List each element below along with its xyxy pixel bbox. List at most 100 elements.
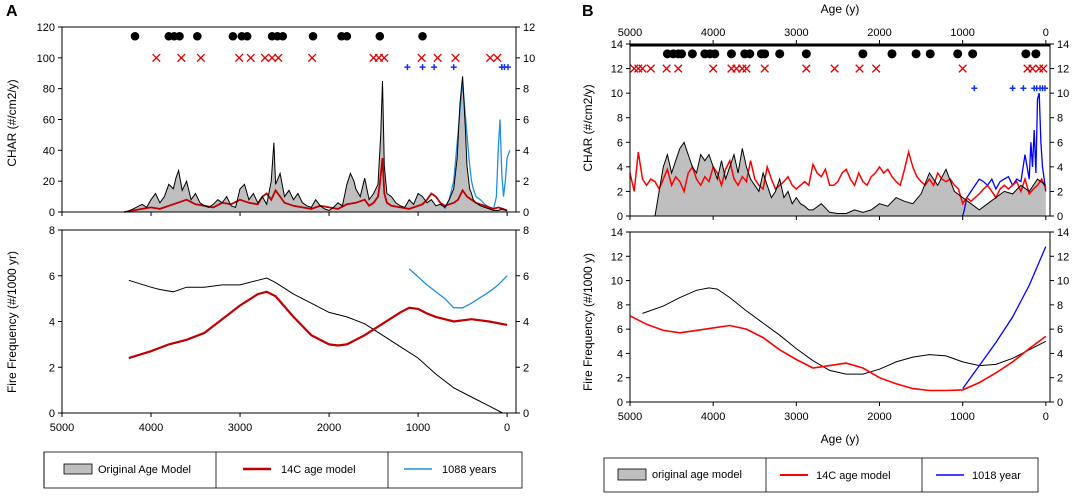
a-red-event-marker <box>307 53 317 63</box>
legend-swatch-original <box>63 463 93 475</box>
a-red-event-marker <box>493 53 502 63</box>
a-red-event-marker <box>433 53 442 63</box>
panel-b-ff-chart: Fire Frequency (#/1000 y) 0 2 4 6 8 10 12 14 0 2 4… <box>581 227 1069 423</box>
b-char-ytick-label: 4 <box>617 162 623 174</box>
b-char-ytick-label: 12 <box>611 64 623 76</box>
b-top-xtick-label: 4000 <box>701 27 725 39</box>
a-red-event-marker <box>417 53 426 63</box>
panel-b-char-chart: CHAR (#/cm2/y) 0246810121402468101214500… <box>581 27 1069 223</box>
b-red-event-marker <box>646 64 656 73</box>
b-char-right-ytick-label: 10 <box>1057 88 1069 100</box>
panel-a-char-chart: CHAR (#/cm2/y) 0 20 40 60 80 100 120 0 2 4 6 8 10 12 <box>5 22 535 219</box>
b-red-event-marker <box>629 64 639 73</box>
b-top-xtick-label: 2000 <box>867 27 891 39</box>
b-ff-ytick-label: 10 <box>611 276 623 288</box>
a-red-event-marker <box>234 53 244 63</box>
a-ff-xtick-label: 4000 <box>139 422 163 434</box>
panel-a-char-ylabel: CHAR (#/cm2/y) <box>5 79 19 166</box>
b-top-xtick-label: 1000 <box>950 27 974 39</box>
b-char-right-ytick-label: 4 <box>1057 162 1063 174</box>
a-char-ytick-label: 100 <box>37 53 55 65</box>
b-black-event-marker <box>745 49 755 59</box>
b-black-event-marker <box>801 49 811 59</box>
a-ff-line-original <box>128 277 503 414</box>
panel-b-top-xlabel: Age (y) <box>821 2 860 16</box>
panel-a-ff-ylabel: Fire Frequency (#/1000 yr) <box>5 251 19 393</box>
a-char-ytick-label: 40 <box>43 145 55 157</box>
b-char-ytick-label: 10 <box>611 88 623 100</box>
b-top-xtick-label: 0 <box>1043 27 1049 39</box>
a-char-ytick-label: 0 <box>49 207 55 219</box>
a-red-event-marker <box>152 53 161 63</box>
a-red-event-marker <box>485 53 495 63</box>
a-black-event-marker <box>130 31 140 41</box>
a-char-right-ytick-label: 0 <box>523 207 529 219</box>
b-ff-ytick-label: 4 <box>617 348 623 360</box>
b-red-event-marker <box>1034 64 1044 73</box>
a-ff-right-ytick-label: 8 <box>523 225 529 237</box>
a-ff-right-ytick-label: 4 <box>523 317 529 329</box>
b-red-event-marker <box>638 64 647 73</box>
a-ff-line-1088 <box>408 268 508 309</box>
panel-b-bottom-xlabel: Age (y) <box>821 432 860 446</box>
panel-a-ff-chart: Fire Frequency (#/1000 yr) 0 2 4 6 8 0 2 4 6 8 500… <box>5 225 529 434</box>
a-red-event-marker <box>274 53 283 63</box>
b-ff-right-ytick-label: 4 <box>1057 348 1063 360</box>
a-char-right-ytick-label: 4 <box>523 145 529 157</box>
b-black-event-marker <box>710 49 720 59</box>
a-red-event-marker <box>379 53 389 63</box>
b-top-xtick-label: 5000 <box>618 27 642 39</box>
b-black-event-marker <box>1031 49 1041 59</box>
legend-label-1088: 1088 years <box>442 464 497 476</box>
b-ff-right-ytick-label: 0 <box>1057 397 1063 409</box>
a-char-area-original <box>126 76 508 212</box>
b-char-area-original <box>646 142 1046 216</box>
b-red-event-marker <box>760 64 769 73</box>
b-ff-xtick-label: 3000 <box>784 411 808 423</box>
b-black-event-marker <box>887 49 897 59</box>
b-red-event-marker <box>708 64 718 73</box>
a-black-event-marker <box>193 31 202 41</box>
b-ff-ytick-label: 14 <box>611 227 623 239</box>
b-top-xtick-label: 3000 <box>784 27 808 39</box>
b-red-event-marker <box>871 64 881 73</box>
a-black-event-marker <box>418 31 427 41</box>
b-ff-line-original <box>642 287 1047 375</box>
a-black-event-marker <box>278 31 288 41</box>
b-red-event-marker <box>634 64 643 73</box>
a-blue-event-marker <box>450 64 457 71</box>
a-ff-xtick-label: 3000 <box>228 422 252 434</box>
a-red-event-marker <box>260 53 270 63</box>
b-char-ytick-label: 2 <box>617 186 623 198</box>
legend-label-14c-b: 14C age model <box>816 470 891 482</box>
b-red-event-marker <box>673 64 683 73</box>
b-red-event-marker <box>742 64 751 73</box>
a-char-right-ytick-label: 2 <box>523 176 529 188</box>
b-red-event-marker <box>662 64 671 73</box>
b-red-event-marker <box>738 64 747 73</box>
a-black-event-marker <box>342 31 352 41</box>
b-char-ytick-label: 6 <box>617 137 623 149</box>
b-red-event-marker <box>855 64 864 73</box>
b-char-line-original <box>646 141 1047 217</box>
b-ff-xtick-label: 2000 <box>867 411 891 423</box>
b-ff-xtick-label: 5000 <box>618 411 642 423</box>
b-black-event-marker <box>968 49 978 59</box>
a-red-event-marker <box>196 53 206 63</box>
a-ff-ytick-label: 4 <box>49 317 55 329</box>
a-ff-xtick-label: 0 <box>504 422 510 434</box>
a-black-event-marker <box>175 31 184 41</box>
b-black-event-marker <box>687 49 697 59</box>
b-char-right-ytick-label: 14 <box>1057 39 1069 51</box>
panel-a-letter: A <box>6 3 18 20</box>
b-ff-line-1018 <box>962 246 1047 389</box>
a-ff-xtick-label: 1000 <box>406 422 430 434</box>
a-char-right-ytick-label: 8 <box>523 84 529 96</box>
b-ff-ytick-label: 12 <box>611 251 623 263</box>
panel-b-char-ylabel: CHAR (#/cm2/y) <box>581 84 595 171</box>
b-ff-right-ytick-label: 8 <box>1057 300 1063 312</box>
a-ff-right-ytick-label: 6 <box>523 271 529 283</box>
b-red-event-marker <box>1028 64 1037 73</box>
b-char-right-ytick-label: 12 <box>1057 64 1069 76</box>
b-blue-event-marker <box>1009 85 1016 92</box>
